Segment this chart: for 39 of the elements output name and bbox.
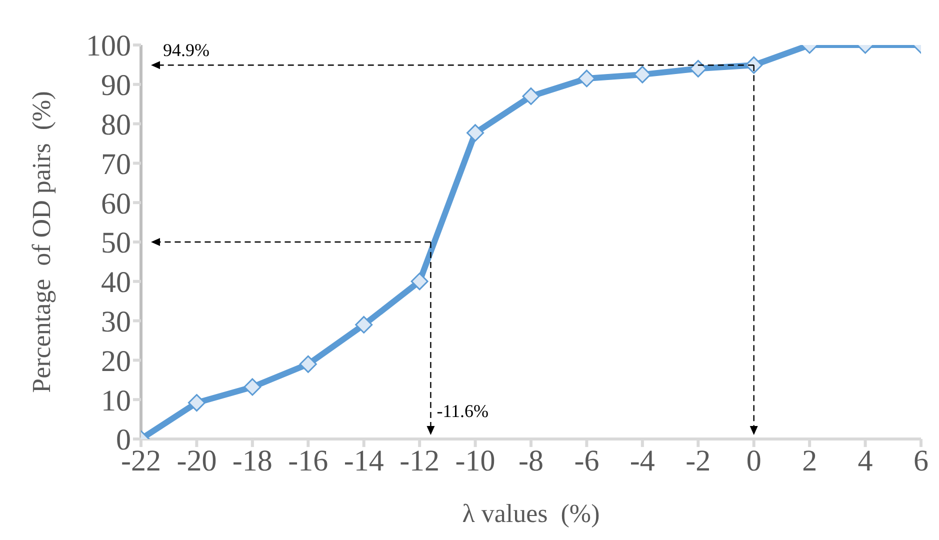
x-tick-label: -20 [176, 444, 217, 478]
y-tick-label: 60 [101, 187, 131, 220]
point [244, 378, 262, 396]
x-tick-label: -2 [686, 444, 711, 478]
ref-line-label: -11.6% [436, 401, 489, 421]
point [522, 87, 540, 105]
point [466, 124, 484, 142]
point [634, 66, 652, 84]
point [410, 272, 428, 290]
x-tick-label: -8 [518, 444, 544, 478]
y-tick-label: 40 [101, 266, 131, 300]
point [578, 70, 596, 88]
y-tick-label: 10 [101, 384, 131, 418]
y-tick-label: 50 [101, 226, 131, 260]
y-tick-label: 20 [101, 344, 131, 378]
point [299, 355, 317, 373]
x-tick-label: 0 [746, 444, 762, 478]
y-tick-label: 70 [101, 148, 131, 181]
y-tick-label: 30 [101, 305, 131, 338]
x-axis-title: λ values (%) [462, 499, 600, 528]
x-tick-label: -6 [574, 444, 600, 478]
ref-line-label: 94.9% [163, 40, 210, 60]
x-tick-label: 4 [858, 444, 873, 478]
point [689, 60, 707, 78]
point [355, 316, 373, 334]
y-axis-title: Percentage of OD pairs (%) [27, 91, 56, 393]
x-tick-label: -18 [232, 444, 272, 478]
point [745, 56, 763, 74]
x-tick-label: -12 [400, 444, 440, 478]
y-tick-label: 80 [101, 108, 131, 142]
y-tick-label: 90 [101, 69, 131, 102]
x-tick-label: -4 [630, 444, 655, 478]
x-tick-label: -14 [344, 444, 384, 478]
point [188, 394, 206, 412]
x-tick-label: 2 [802, 444, 818, 478]
x-tick-label: 6 [914, 444, 928, 478]
x-tick-label: -16 [288, 444, 328, 478]
y-tick-label: 100 [86, 30, 131, 63]
x-tick-label: -10 [455, 444, 496, 478]
